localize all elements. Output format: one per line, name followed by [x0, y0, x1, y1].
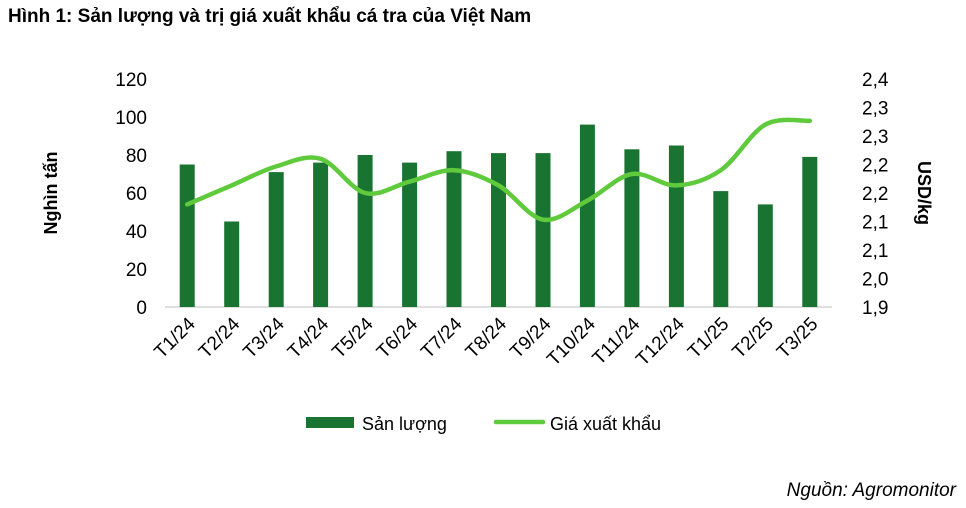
- bar-T2/25: [757, 204, 773, 307]
- y2-tick-label: 2,1: [862, 213, 888, 234]
- y-tick-label: 40: [126, 222, 147, 243]
- bar-T6/24: [402, 162, 418, 307]
- x-axis-ticks: T1/24T2/24T3/24T4/24T5/24T6/24T7/24T8/24…: [151, 313, 823, 370]
- y-tick-label: 20: [126, 260, 147, 281]
- bar-T11/24: [624, 149, 640, 307]
- x-tick-label: T5/24: [328, 313, 378, 363]
- legend-label-line: Giá xuất khẩu: [550, 414, 661, 434]
- y-axis-ticks: 0 20 40 60 80 100 120: [115, 70, 147, 319]
- x-tick-label: T3/25: [773, 314, 822, 363]
- bar-T1/25: [713, 191, 729, 307]
- bar-T3/25: [802, 156, 818, 307]
- x-tick-label: T2/25: [729, 314, 778, 363]
- y-tick-label: 60: [126, 184, 147, 205]
- y-tick-label: 120: [115, 70, 147, 91]
- x-tick-label: T12/24: [632, 313, 689, 370]
- legend-swatch-bar: [306, 417, 354, 428]
- bar-T5/24: [357, 155, 373, 307]
- x-tick-label: T3/24: [240, 313, 290, 363]
- x-tick-label: T6/24: [373, 313, 423, 363]
- price-line: [184, 117, 813, 223]
- x-tick-label: T1/25: [684, 314, 733, 363]
- y2-tick-label: 1,9: [862, 298, 888, 319]
- legend-label-bar: Sản lượng: [362, 414, 447, 434]
- y2-axis-title: USD/kg: [914, 161, 934, 225]
- legend: Sản lượng Giá xuất khẩu: [306, 414, 661, 434]
- x-tick-label: T1/24: [151, 313, 201, 363]
- y-axis-title: Nghìn tấn: [41, 152, 61, 235]
- y2-tick-label: 2,2: [862, 156, 888, 177]
- bar-T1/24: [179, 164, 195, 307]
- y2-axis-ticks: 1,9 2,0 2,1 2,1 2,2 2,2 2,3 2,3 2,4: [862, 70, 889, 319]
- chart-title: Hình 1: Sản lượng và trị giá xuất khẩu c…: [8, 6, 532, 27]
- y-tick-label: 80: [126, 146, 147, 167]
- x-tick-label: T4/24: [284, 313, 334, 363]
- bars: [179, 124, 818, 307]
- bar-T8/24: [491, 153, 506, 307]
- chart-source: Nguồn: Agromonitor: [786, 480, 956, 501]
- bar-T7/24: [446, 151, 462, 307]
- y2-tick-label: 2,3: [862, 127, 888, 148]
- x-tick-label: T10/24: [543, 313, 600, 370]
- bar-T10/24: [579, 124, 595, 307]
- y2-tick-label: 2,2: [862, 184, 888, 205]
- y-tick-label: 0: [136, 298, 147, 319]
- x-tick-label: T2/24: [195, 313, 245, 363]
- bar-T2/24: [224, 221, 240, 307]
- bar-T4/24: [313, 162, 329, 307]
- x-tick-label: T8/24: [462, 313, 512, 363]
- y2-tick-label: 2,3: [862, 99, 888, 120]
- y2-tick-label: 2,4: [862, 70, 889, 91]
- y2-tick-label: 2,1: [862, 241, 888, 262]
- bar-T9/24: [535, 153, 551, 307]
- y2-tick-label: 2,0: [862, 270, 888, 291]
- x-tick-label: T7/24: [417, 313, 467, 363]
- bar-T3/24: [268, 172, 284, 307]
- y-tick-label: 100: [115, 108, 147, 129]
- bar-T12/24: [668, 145, 684, 307]
